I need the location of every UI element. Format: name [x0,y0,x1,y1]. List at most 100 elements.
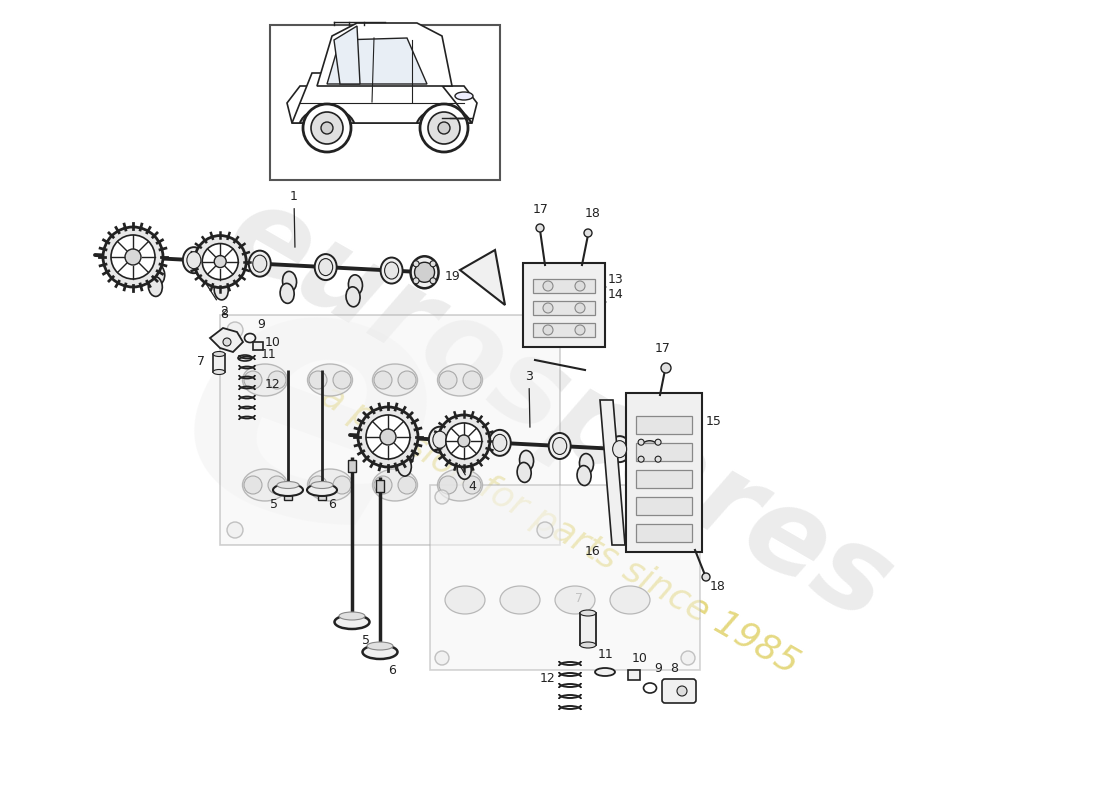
Ellipse shape [455,92,473,100]
Circle shape [446,423,482,459]
Ellipse shape [385,262,398,279]
Bar [348,460,356,472]
Ellipse shape [280,283,294,303]
Text: 11: 11 [261,348,277,361]
Text: 14: 14 [608,288,624,301]
Ellipse shape [183,247,205,273]
Ellipse shape [283,271,297,291]
Polygon shape [460,250,505,305]
Ellipse shape [319,258,332,275]
Text: 6: 6 [388,664,396,677]
Text: 8: 8 [670,662,678,675]
Ellipse shape [249,250,271,277]
Circle shape [195,235,246,287]
Text: 10: 10 [632,652,648,665]
Ellipse shape [308,364,352,396]
Bar [580,613,596,645]
Ellipse shape [214,280,228,300]
Polygon shape [327,38,427,84]
Text: 12: 12 [265,378,280,391]
Polygon shape [287,86,477,123]
Text: 6: 6 [328,498,336,511]
Circle shape [374,371,392,389]
Text: 19: 19 [446,270,461,283]
Circle shape [543,325,553,335]
Text: 10: 10 [265,336,280,349]
Ellipse shape [373,469,418,501]
Circle shape [366,415,410,459]
Polygon shape [334,26,360,84]
Text: 9: 9 [654,662,662,675]
Circle shape [681,490,695,504]
Circle shape [661,363,671,373]
Bar [270,25,500,180]
Ellipse shape [213,351,226,357]
Text: 17: 17 [534,203,549,216]
Ellipse shape [608,436,630,462]
Circle shape [575,303,585,313]
Ellipse shape [460,447,474,467]
Text: 7: 7 [575,592,583,605]
Ellipse shape [148,277,163,297]
Ellipse shape [363,645,397,659]
Ellipse shape [549,433,571,459]
Ellipse shape [580,642,596,648]
Polygon shape [600,400,625,545]
Circle shape [438,415,490,467]
Ellipse shape [500,586,540,614]
Text: 7: 7 [197,355,205,368]
Text: a passion for parts since 1985: a passion for parts since 1985 [315,379,805,681]
Circle shape [656,439,661,446]
Circle shape [125,249,141,265]
Circle shape [536,224,544,232]
Polygon shape [292,73,472,123]
Ellipse shape [493,434,507,451]
Circle shape [414,261,419,266]
Circle shape [244,476,262,494]
Bar [253,342,263,350]
Text: eurospares: eurospares [208,174,912,646]
Bar [636,443,692,461]
Ellipse shape [458,459,471,479]
Text: 13: 13 [608,273,624,286]
Text: 17: 17 [654,342,671,355]
Circle shape [379,429,396,445]
Circle shape [268,371,286,389]
Ellipse shape [636,434,663,466]
Circle shape [638,456,645,462]
Ellipse shape [399,444,414,464]
Text: 15: 15 [706,415,722,428]
Ellipse shape [613,441,627,458]
Text: 1: 1 [290,190,298,247]
Text: 11: 11 [598,648,614,661]
Bar [220,315,560,545]
Ellipse shape [381,258,403,283]
Bar [628,670,640,680]
Ellipse shape [373,428,387,445]
Circle shape [543,303,553,313]
Circle shape [463,371,481,389]
Ellipse shape [429,426,451,453]
FancyBboxPatch shape [522,263,605,347]
Circle shape [227,522,243,538]
Bar [430,485,700,670]
Circle shape [223,338,231,346]
Bar [376,480,384,492]
FancyBboxPatch shape [626,393,702,552]
Text: 3: 3 [525,370,532,427]
Circle shape [428,112,460,144]
Text: 2: 2 [207,284,228,318]
Circle shape [575,325,585,335]
Circle shape [537,522,553,538]
Circle shape [311,112,343,144]
Ellipse shape [311,482,333,489]
Circle shape [202,243,239,279]
Polygon shape [210,328,243,352]
Circle shape [702,573,710,581]
Ellipse shape [187,252,201,269]
Circle shape [681,651,695,665]
Circle shape [333,371,351,389]
Circle shape [434,651,449,665]
Circle shape [398,371,416,389]
Ellipse shape [373,364,418,396]
